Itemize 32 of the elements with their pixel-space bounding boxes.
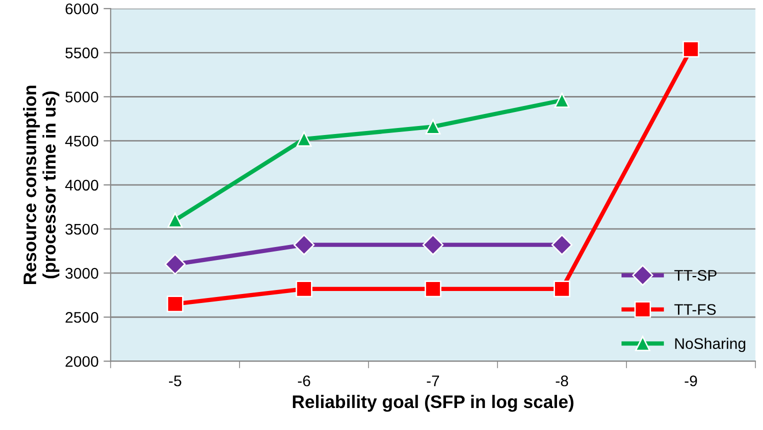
point: [422, 234, 444, 256]
x-tick-label: -6: [298, 375, 310, 386]
point: [296, 280, 312, 298]
x-tick-label: -7: [426, 376, 440, 386]
x-tick-label: -5: [168, 376, 182, 386]
y-tick-label: 4500: [65, 136, 98, 147]
point: [296, 131, 312, 147]
y-tick-label: 5500: [65, 48, 98, 58]
y-tick-label: 4000: [65, 180, 98, 191]
y-tick-label: 3500: [65, 224, 98, 235]
x-tick-label: -9: [684, 375, 697, 386]
legend-label: TT-SP: [674, 270, 717, 281]
legend-label: NoSharing: [675, 338, 746, 352]
y-tick-label: 2000: [66, 356, 98, 367]
x-axis-title: Reliability goal (SFP in log scale): [292, 394, 574, 412]
point: [425, 119, 441, 134]
point: [682, 40, 700, 58]
point: [551, 234, 572, 256]
y-tick-label: 6000: [66, 3, 98, 14]
point: [164, 254, 186, 275]
y-tick-label: 5000: [65, 92, 98, 102]
point: [554, 92, 570, 108]
y-tick-label: 3000: [65, 268, 98, 279]
legend-label: TT-FS: [674, 304, 716, 315]
point: [294, 234, 315, 256]
y-tick-label: 2500: [66, 312, 98, 323]
point: [554, 280, 570, 298]
point: [424, 280, 442, 298]
y-axis-title: Resource consumption (processor time in us): [23, 86, 60, 284]
point: [166, 296, 184, 312]
x-tick-label: -8: [556, 375, 568, 386]
point: [167, 212, 183, 228]
